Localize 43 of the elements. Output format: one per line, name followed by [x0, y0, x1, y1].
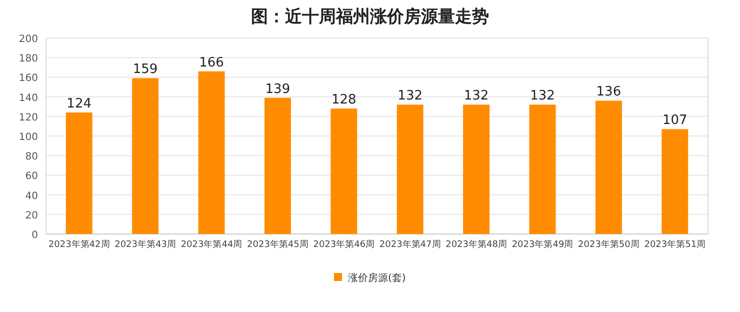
chart-title: 图：近十周福州涨价房源量走势 — [251, 7, 489, 27]
bar — [132, 78, 159, 234]
data-label: 136 — [596, 84, 622, 100]
y-tick-label: 100 — [18, 132, 38, 143]
x-tick-label: 2023年第51周 — [644, 239, 706, 250]
bar — [463, 104, 490, 234]
legend-label: 涨价房源(套) — [348, 272, 406, 284]
x-tick-label: 2023年第42周 — [48, 239, 110, 250]
data-label: 107 — [662, 113, 688, 128]
bar — [529, 104, 556, 234]
x-tick-label: 2023年第43周 — [114, 239, 176, 250]
data-label: 159 — [132, 62, 158, 78]
x-tick-label: 2023年第50周 — [578, 239, 640, 250]
y-tick-label: 60 — [25, 171, 38, 182]
y-tick-label: 160 — [18, 73, 38, 84]
y-tick-label: 80 — [25, 152, 38, 163]
bar — [396, 104, 424, 234]
bar — [662, 129, 688, 234]
y-tick-label: 20 — [25, 210, 38, 222]
x-tick-label: 2023年第48周 — [446, 239, 507, 250]
bar — [198, 71, 225, 234]
data-label: 139 — [265, 82, 290, 97]
x-tick-label: 2023年第47周 — [379, 239, 441, 250]
data-label: 132 — [530, 88, 555, 104]
x-tick-label: 2023年第46周 — [313, 239, 375, 250]
y-tick-label: 200 — [18, 34, 38, 45]
data-label: 132 — [464, 88, 489, 104]
bar — [264, 98, 291, 234]
x-tick-label: 2023年第44周 — [180, 239, 242, 250]
data-label: 166 — [199, 55, 224, 70]
bar — [595, 100, 622, 234]
bar — [330, 108, 358, 234]
data-label: 124 — [66, 96, 92, 112]
y-tick-label: 140 — [18, 92, 38, 104]
x-tick-label: 2023年第49周 — [512, 239, 574, 250]
x-tick-label: 2023年第45周 — [247, 239, 308, 250]
data-label: 132 — [398, 88, 423, 104]
y-tick-label: 120 — [18, 112, 38, 124]
y-tick-label: 180 — [18, 54, 38, 65]
y-tick-label: 40 — [25, 190, 38, 202]
data-label: 128 — [331, 92, 356, 108]
y-tick-label: 0 — [32, 230, 38, 241]
bar — [66, 112, 92, 234]
